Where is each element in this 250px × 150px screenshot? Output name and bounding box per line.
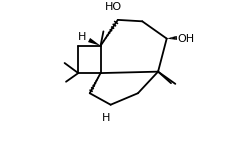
Text: H: H [102,113,110,123]
Polygon shape [88,38,101,46]
Text: OH: OH [178,34,194,44]
Text: H: H [78,32,86,42]
Text: HO: HO [105,2,122,12]
